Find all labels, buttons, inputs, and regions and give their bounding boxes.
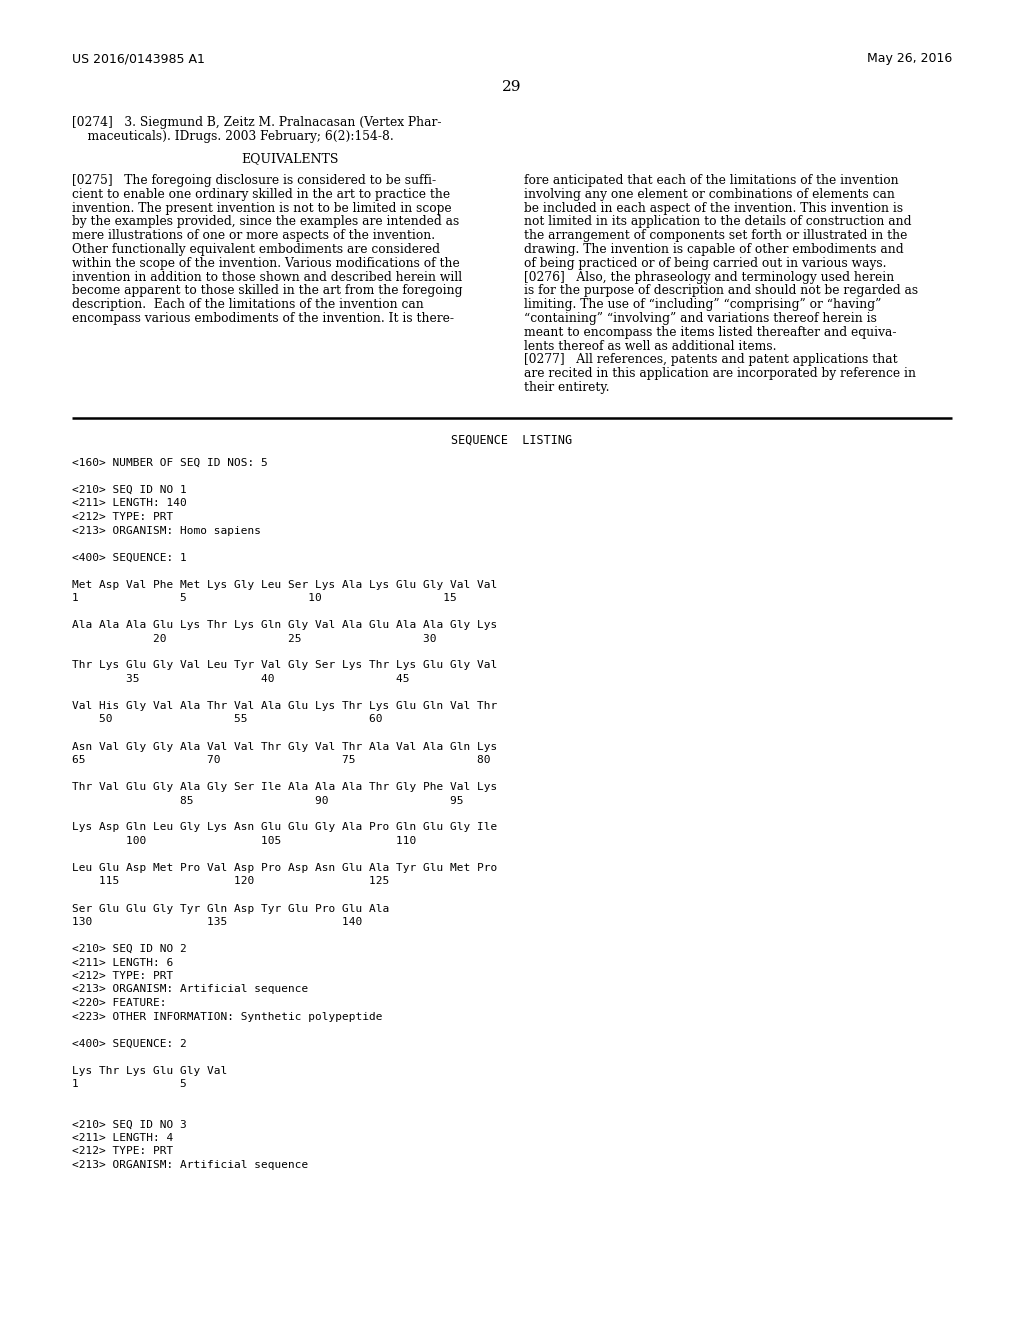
Text: Asn Val Gly Gly Ala Val Val Thr Gly Val Thr Ala Val Ala Gln Lys: Asn Val Gly Gly Ala Val Val Thr Gly Val … — [72, 742, 498, 751]
Text: <212> TYPE: PRT: <212> TYPE: PRT — [72, 972, 173, 981]
Text: 35                  40                  45: 35 40 45 — [72, 675, 410, 684]
Text: <210> SEQ ID NO 2: <210> SEQ ID NO 2 — [72, 944, 186, 954]
Text: <211> LENGTH: 6: <211> LENGTH: 6 — [72, 957, 173, 968]
Text: <210> SEQ ID NO 1: <210> SEQ ID NO 1 — [72, 484, 186, 495]
Text: 85                  90                  95: 85 90 95 — [72, 796, 464, 805]
Text: <213> ORGANISM: Artificial sequence: <213> ORGANISM: Artificial sequence — [72, 1160, 308, 1170]
Text: their entirety.: their entirety. — [524, 381, 609, 393]
Text: Ala Ala Ala Glu Lys Thr Lys Gln Gly Val Ala Glu Ala Ala Gly Lys: Ala Ala Ala Glu Lys Thr Lys Gln Gly Val … — [72, 620, 498, 630]
Text: <212> TYPE: PRT: <212> TYPE: PRT — [72, 1147, 173, 1156]
Text: encompass various embodiments of the invention. It is there-: encompass various embodiments of the inv… — [72, 312, 454, 325]
Text: are recited in this application are incorporated by reference in: are recited in this application are inco… — [524, 367, 916, 380]
Text: <210> SEQ ID NO 3: <210> SEQ ID NO 3 — [72, 1119, 186, 1130]
Text: mere illustrations of one or more aspects of the invention.: mere illustrations of one or more aspect… — [72, 230, 435, 242]
Text: Met Asp Val Phe Met Lys Gly Leu Ser Lys Ala Lys Glu Gly Val Val: Met Asp Val Phe Met Lys Gly Leu Ser Lys … — [72, 579, 498, 590]
Text: <220> FEATURE:: <220> FEATURE: — [72, 998, 167, 1008]
Text: cient to enable one ordinary skilled in the art to practice the: cient to enable one ordinary skilled in … — [72, 187, 451, 201]
Text: Other functionally equivalent embodiments are considered: Other functionally equivalent embodiment… — [72, 243, 440, 256]
Text: May 26, 2016: May 26, 2016 — [866, 51, 952, 65]
Text: Lys Thr Lys Glu Gly Val: Lys Thr Lys Glu Gly Val — [72, 1065, 227, 1076]
Text: <400> SEQUENCE: 2: <400> SEQUENCE: 2 — [72, 1039, 186, 1048]
Text: maceuticals). IDrugs. 2003 February; 6(2):154-8.: maceuticals). IDrugs. 2003 February; 6(2… — [72, 129, 394, 143]
Text: Leu Glu Asp Met Pro Val Asp Pro Asp Asn Glu Ala Tyr Glu Met Pro: Leu Glu Asp Met Pro Val Asp Pro Asp Asn … — [72, 863, 498, 873]
Text: involving any one element or combinations of elements can: involving any one element or combination… — [524, 187, 895, 201]
Text: <212> TYPE: PRT: <212> TYPE: PRT — [72, 512, 173, 521]
Text: SEQUENCE  LISTING: SEQUENCE LISTING — [452, 434, 572, 447]
Text: Ser Glu Glu Gly Tyr Gln Asp Tyr Glu Pro Glu Ala: Ser Glu Glu Gly Tyr Gln Asp Tyr Glu Pro … — [72, 903, 389, 913]
Text: 50                  55                  60: 50 55 60 — [72, 714, 383, 725]
Text: drawing. The invention is capable of other embodiments and: drawing. The invention is capable of oth… — [524, 243, 903, 256]
Text: 130                 135                 140: 130 135 140 — [72, 917, 362, 927]
Text: <160> NUMBER OF SEQ ID NOS: 5: <160> NUMBER OF SEQ ID NOS: 5 — [72, 458, 267, 469]
Text: [0276]   Also, the phraseology and terminology used herein: [0276] Also, the phraseology and termino… — [524, 271, 894, 284]
Text: 65                  70                  75                  80: 65 70 75 80 — [72, 755, 490, 766]
Text: [0277]   All references, patents and patent applications that: [0277] All references, patents and paten… — [524, 354, 898, 367]
Text: <211> LENGTH: 4: <211> LENGTH: 4 — [72, 1133, 173, 1143]
Text: 20                  25                  30: 20 25 30 — [72, 634, 436, 644]
Text: not limited in its application to the details of construction and: not limited in its application to the de… — [524, 215, 911, 228]
Text: <211> LENGTH: 140: <211> LENGTH: 140 — [72, 499, 186, 508]
Text: 1               5: 1 5 — [72, 1078, 186, 1089]
Text: limiting. The use of “including” “comprising” or “having”: limiting. The use of “including” “compri… — [524, 298, 882, 312]
Text: Thr Lys Glu Gly Val Leu Tyr Val Gly Ser Lys Thr Lys Glu Gly Val: Thr Lys Glu Gly Val Leu Tyr Val Gly Ser … — [72, 660, 498, 671]
Text: Val His Gly Val Ala Thr Val Ala Glu Lys Thr Lys Glu Gln Val Thr: Val His Gly Val Ala Thr Val Ala Glu Lys … — [72, 701, 498, 711]
Text: fore anticipated that each of the limitations of the invention: fore anticipated that each of the limita… — [524, 174, 899, 187]
Text: [0274]   3. Siegmund B, Zeitz M. Pralnacasan (Vertex Phar-: [0274] 3. Siegmund B, Zeitz M. Pralnacas… — [72, 116, 441, 129]
Text: <213> ORGANISM: Homo sapiens: <213> ORGANISM: Homo sapiens — [72, 525, 261, 536]
Text: 29: 29 — [502, 81, 522, 94]
Text: the arrangement of components set forth or illustrated in the: the arrangement of components set forth … — [524, 230, 907, 242]
Text: <223> OTHER INFORMATION: Synthetic polypeptide: <223> OTHER INFORMATION: Synthetic polyp… — [72, 1011, 383, 1022]
Text: 1               5                  10                  15: 1 5 10 15 — [72, 593, 457, 603]
Text: 100                 105                 110: 100 105 110 — [72, 836, 416, 846]
Text: US 2016/0143985 A1: US 2016/0143985 A1 — [72, 51, 205, 65]
Text: of being practiced or of being carried out in various ways.: of being practiced or of being carried o… — [524, 257, 887, 269]
Text: <400> SEQUENCE: 1: <400> SEQUENCE: 1 — [72, 553, 186, 562]
Text: <213> ORGANISM: Artificial sequence: <213> ORGANISM: Artificial sequence — [72, 985, 308, 994]
Text: [0275]   The foregoing disclosure is considered to be suffi-: [0275] The foregoing disclosure is consi… — [72, 174, 436, 187]
Text: become apparent to those skilled in the art from the foregoing: become apparent to those skilled in the … — [72, 284, 463, 297]
Text: “containing” “involving” and variations thereof herein is: “containing” “involving” and variations … — [524, 312, 877, 325]
Text: within the scope of the invention. Various modifications of the: within the scope of the invention. Vario… — [72, 257, 460, 269]
Text: 115                 120                 125: 115 120 125 — [72, 876, 389, 887]
Text: Thr Val Glu Gly Ala Gly Ser Ile Ala Ala Ala Thr Gly Phe Val Lys: Thr Val Glu Gly Ala Gly Ser Ile Ala Ala … — [72, 781, 498, 792]
Text: lents thereof as well as additional items.: lents thereof as well as additional item… — [524, 339, 776, 352]
Text: by the examples provided, since the examples are intended as: by the examples provided, since the exam… — [72, 215, 459, 228]
Text: description.  Each of the limitations of the invention can: description. Each of the limitations of … — [72, 298, 424, 312]
Text: meant to encompass the items listed thereafter and equiva-: meant to encompass the items listed ther… — [524, 326, 896, 339]
Text: be included in each aspect of the invention. This invention is: be included in each aspect of the invent… — [524, 202, 903, 215]
Text: Lys Asp Gln Leu Gly Lys Asn Glu Glu Gly Ala Pro Gln Glu Gly Ile: Lys Asp Gln Leu Gly Lys Asn Glu Glu Gly … — [72, 822, 498, 833]
Text: is for the purpose of description and should not be regarded as: is for the purpose of description and sh… — [524, 284, 919, 297]
Text: EQUIVALENTS: EQUIVALENTS — [242, 152, 339, 165]
Text: invention. The present invention is not to be limited in scope: invention. The present invention is not … — [72, 202, 452, 215]
Text: invention in addition to those shown and described herein will: invention in addition to those shown and… — [72, 271, 462, 284]
